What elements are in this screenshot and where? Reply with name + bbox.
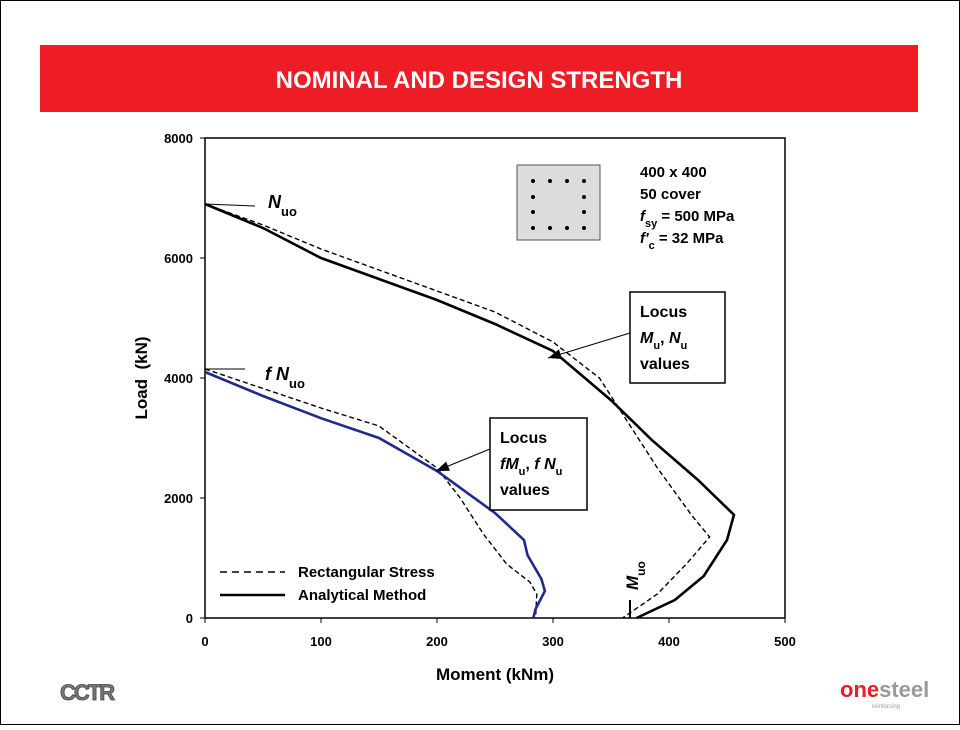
- annotation-part: u: [556, 466, 563, 478]
- annotation-part: N: [276, 364, 290, 384]
- annotation-part: N: [669, 330, 681, 347]
- annotation: Locus: [640, 304, 687, 321]
- annotation-part: = 32 MPa: [655, 230, 724, 247]
- annotation-part: uo: [281, 204, 297, 219]
- y-axis-label: Load (kN): [132, 336, 151, 419]
- x-tick-label: 300: [542, 634, 564, 649]
- y-tick-label: 8000: [164, 131, 193, 146]
- annotation-part: 400 x 400: [640, 164, 707, 181]
- annotation-part: N: [268, 192, 282, 212]
- annotation-part: u: [681, 340, 688, 352]
- x-tick-label: 400: [658, 634, 680, 649]
- annotation-part: Locus: [500, 430, 547, 447]
- onesteel-logo: onesteel: [840, 677, 929, 702]
- annotation-part: f: [500, 456, 507, 473]
- annotation-part: values: [640, 356, 690, 373]
- annotation-part: uo: [634, 561, 648, 576]
- curve: [204, 370, 547, 619]
- title-bar: [40, 45, 918, 112]
- annotation-part: f: [640, 208, 647, 225]
- annotation: f'c = 32 MPa: [640, 230, 724, 252]
- legend-label: Rectangular Stress: [298, 564, 435, 581]
- logo-steel: steel: [879, 677, 929, 702]
- curve: [204, 203, 711, 619]
- section-outline: [516, 164, 601, 241]
- annotation: values: [640, 356, 690, 373]
- cctr-logo: CCTR: [60, 680, 115, 705]
- annotation-part: c: [649, 240, 655, 252]
- annotation-part: u: [519, 466, 526, 478]
- x-tick-label: 100: [310, 634, 332, 649]
- y-tick-label: 2000: [164, 491, 193, 506]
- annotation-part: M: [505, 456, 519, 473]
- annotation-part: ,: [525, 456, 534, 473]
- annotation: values: [500, 482, 550, 499]
- y-tick-label: 0: [186, 611, 193, 626]
- annotation: Muo: [623, 561, 648, 590]
- logo-tagline: reinforcing: [872, 704, 900, 710]
- arrow-head: [548, 349, 562, 359]
- arrow-line: [547, 332, 631, 359]
- annotation: fMu, f Nu: [500, 456, 562, 478]
- annotation-part: M: [623, 575, 642, 590]
- annotation-part: sy: [645, 218, 658, 230]
- logo-one: one: [840, 677, 879, 702]
- annotation: f Nuo: [265, 364, 305, 391]
- annotation: Locus: [500, 430, 547, 447]
- annotation-part: 50 cover: [640, 186, 701, 203]
- section-sketch: [516, 164, 601, 241]
- annotation-part: M: [640, 330, 654, 347]
- annotation: 400 x 400: [640, 164, 707, 181]
- curve: [204, 368, 538, 619]
- annotation-part: ,: [660, 330, 669, 347]
- annotation: Mu, Nu: [640, 330, 687, 352]
- annotation-part: values: [500, 482, 550, 499]
- annotation-part: Locus: [640, 304, 687, 321]
- annotation-part: N: [544, 456, 556, 473]
- annotation-part: = 500 MPa: [657, 208, 735, 225]
- annotation-part: u: [653, 340, 660, 352]
- x-tick-label: 0: [201, 634, 208, 649]
- annotation-part: f: [534, 456, 544, 473]
- annotation-part: f': [640, 230, 649, 247]
- annotation-box: [629, 291, 726, 384]
- annotation-part: uo: [289, 376, 305, 391]
- x-axis-label: Moment (kNm): [436, 665, 554, 684]
- x-tick-label: 200: [426, 634, 448, 649]
- pointer-line: [204, 203, 256, 207]
- y-tick-label: 4000: [164, 371, 193, 386]
- x-tick-label: 500: [774, 634, 796, 649]
- rebar-dots: [531, 179, 586, 230]
- arrow-head: [436, 461, 450, 471]
- annotation: Nuo: [268, 192, 297, 219]
- chart-title: NOMINAL AND DESIGN STRENGTH: [276, 67, 683, 94]
- annotation-part: f: [265, 364, 276, 384]
- curve: [204, 202, 736, 620]
- annotation: 50 cover: [640, 186, 701, 203]
- legend-label: Analytical Method: [298, 587, 426, 604]
- annotation: fsy = 500 MPa: [640, 208, 735, 230]
- annotation-box: [489, 417, 588, 511]
- y-tick-label: 6000: [164, 251, 193, 266]
